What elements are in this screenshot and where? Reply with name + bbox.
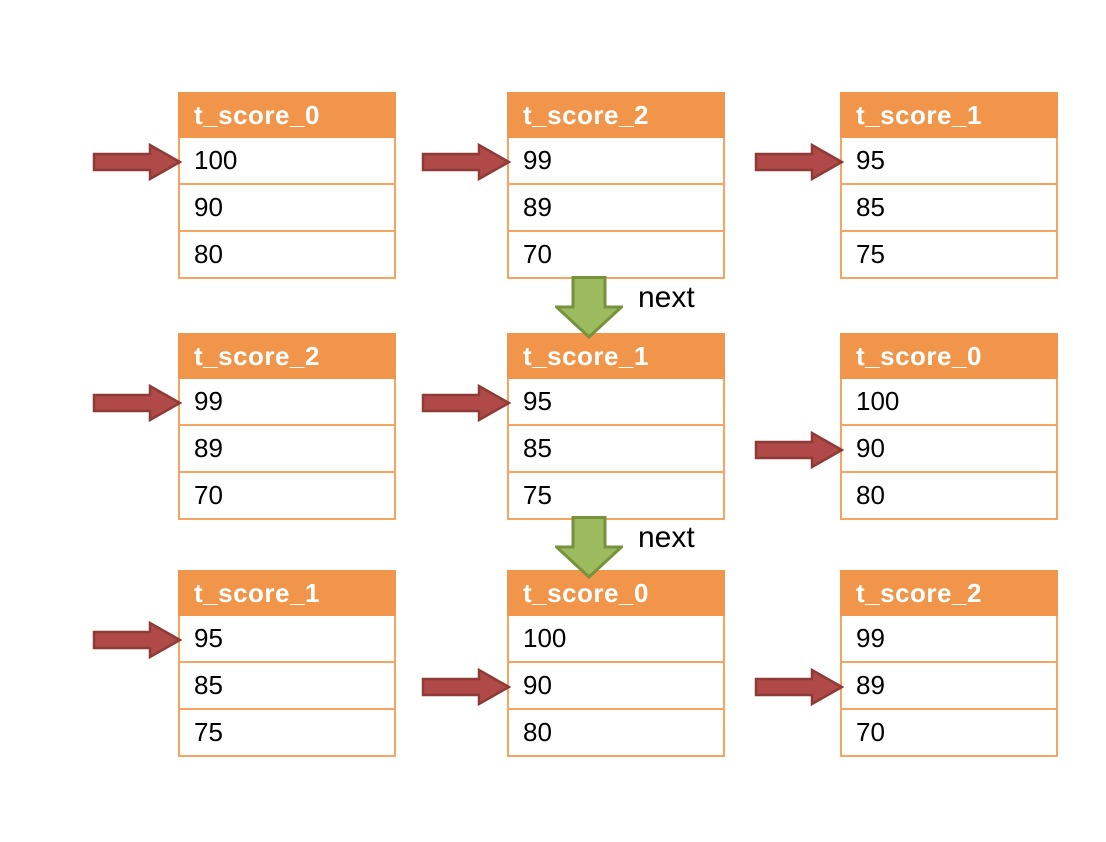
next-flow-arrow: next	[555, 516, 775, 580]
table-row: 80	[507, 710, 725, 757]
row-pointer-arrow-icon	[754, 142, 845, 182]
table-row: 99	[507, 138, 725, 185]
score-table-r1c2: t_score_2 99 89 70	[421, 92, 725, 279]
table-row: 70	[840, 710, 1058, 757]
row-pointer-arrow-icon	[421, 667, 512, 707]
table-row: 85	[178, 663, 396, 710]
row-pointer-arrow-icon	[92, 383, 183, 423]
table-row: 89	[840, 663, 1058, 710]
table-title: t_score_0	[178, 92, 396, 138]
score-table-r3c3: t_score_2 99 89 70	[754, 570, 1058, 757]
table-title: t_score_2	[507, 92, 725, 138]
table-row: 80	[178, 232, 396, 279]
score-table-r3c1: t_score_1 95 85 75	[92, 570, 396, 757]
table-title: t_score_2	[178, 333, 396, 379]
table-title: t_score_0	[507, 570, 725, 616]
table-row: 90	[178, 185, 396, 232]
table-title: t_score_1	[507, 333, 725, 379]
table-row: 90	[507, 663, 725, 710]
table-title: t_score_1	[178, 570, 396, 616]
table-row: 70	[178, 473, 396, 520]
table-row: 90	[840, 426, 1058, 473]
table-row: 95	[507, 379, 725, 426]
row-pointer-arrow-icon	[754, 667, 845, 707]
next-flow-arrow: next	[555, 276, 775, 340]
score-table-r1c1: t_score_0 100 90 80	[92, 92, 396, 279]
row-pointer-arrow-icon	[92, 620, 183, 660]
table-row: 95	[840, 138, 1058, 185]
row-pointer-arrow-icon	[421, 383, 512, 423]
table-row: 89	[507, 185, 725, 232]
table-row: 75	[507, 473, 725, 520]
table-row: 100	[178, 138, 396, 185]
down-arrow-icon	[555, 516, 623, 579]
table-row: 95	[178, 616, 396, 663]
table-title: t_score_2	[840, 570, 1058, 616]
score-table-r2c1: t_score_2 99 89 70	[92, 333, 396, 520]
table-title: t_score_1	[840, 92, 1058, 138]
table-row: 80	[840, 473, 1058, 520]
table-row: 99	[840, 616, 1058, 663]
row-pointer-arrow-icon	[421, 142, 512, 182]
table-row: 85	[840, 185, 1058, 232]
score-table-r1c3: t_score_1 95 85 75	[754, 92, 1058, 279]
score-table-r2c3: t_score_0 100 90 80	[754, 333, 1058, 520]
next-label: next	[638, 281, 695, 314]
table-row: 70	[507, 232, 725, 279]
table-title: t_score_0	[840, 333, 1058, 379]
table-row: 100	[840, 379, 1058, 426]
row-pointer-arrow-icon	[92, 142, 183, 182]
table-row: 75	[178, 710, 396, 757]
table-row: 85	[507, 426, 725, 473]
row-pointer-arrow-icon	[754, 430, 845, 470]
next-label: next	[638, 521, 695, 554]
table-row: 100	[507, 616, 725, 663]
table-row: 89	[178, 426, 396, 473]
score-table-r2c2: t_score_1 95 85 75	[421, 333, 725, 520]
table-row: 99	[178, 379, 396, 426]
table-row: 75	[840, 232, 1058, 279]
score-table-r3c2: t_score_0 100 90 80	[421, 570, 725, 757]
down-arrow-icon	[555, 276, 623, 339]
